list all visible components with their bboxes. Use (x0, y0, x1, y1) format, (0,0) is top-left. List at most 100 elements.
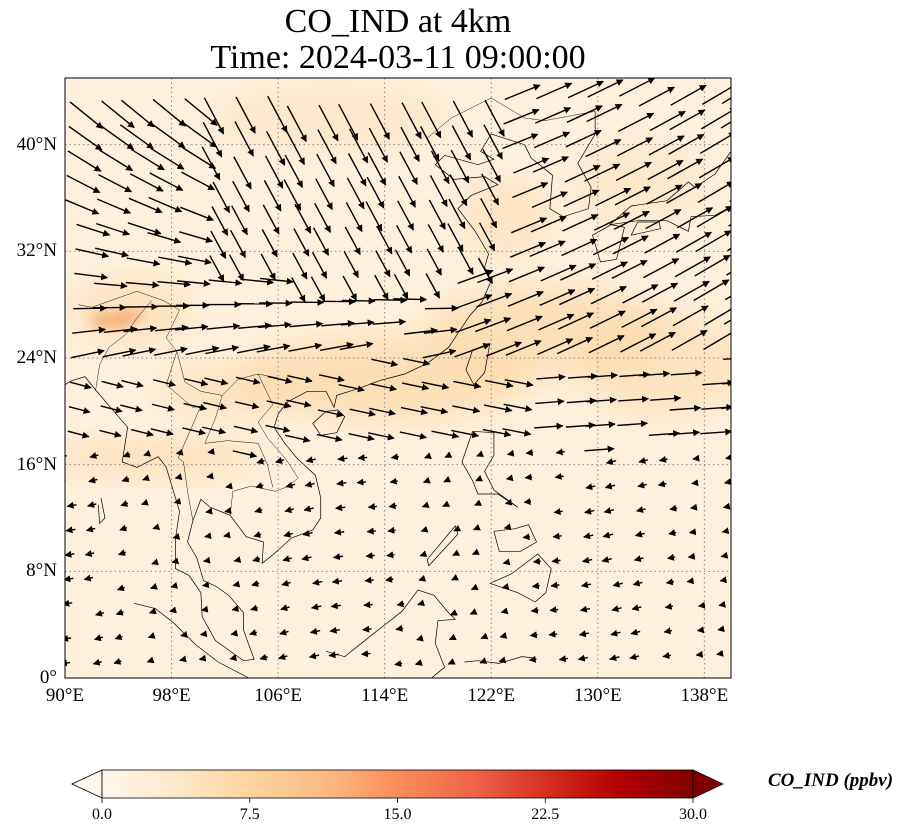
wind-arrow (72, 326, 106, 334)
wind-arrow (584, 163, 621, 182)
wind-arrow (338, 104, 359, 141)
wind-arrow (502, 428, 532, 437)
wind-arrow (152, 379, 177, 388)
wind-arrow (400, 406, 429, 416)
wind-arrow (444, 451, 453, 458)
wind-arrow (499, 631, 508, 639)
wind-arrow (702, 83, 731, 105)
wind-arrow (732, 431, 764, 433)
wind-arrow (314, 202, 331, 233)
wind-arrow (284, 506, 295, 513)
wind-arrow (584, 445, 615, 453)
wind-arrow (158, 256, 193, 266)
wind-arrow (147, 231, 182, 244)
wind-arrow (395, 224, 413, 254)
wind-arrow (95, 609, 105, 617)
wind-arrow (403, 357, 431, 367)
wind-arrow (400, 126, 420, 162)
wind-arrow (172, 532, 181, 540)
wind-arrow (640, 307, 678, 328)
wind-arrow (148, 196, 183, 213)
wind-arrow (178, 255, 212, 265)
wind-arrow (584, 507, 595, 515)
wind-arrow (618, 112, 655, 132)
wind-arrow (540, 264, 577, 282)
wind-arrow (551, 557, 561, 565)
wind-arrow (558, 655, 569, 663)
wind-arrow (303, 505, 314, 513)
wind-arrow (88, 476, 98, 484)
wind-arrow (476, 292, 513, 308)
wind-arrow (260, 253, 276, 281)
wind-arrow (363, 601, 373, 609)
wind-arrow (725, 453, 731, 461)
wind-arrow (716, 649, 724, 657)
wind-arrow (203, 401, 228, 411)
wind-arrow (479, 657, 488, 664)
wind-arrow (662, 651, 671, 659)
wind-arrow (556, 336, 594, 355)
wind-arrow (179, 231, 213, 244)
wind-arrow (175, 448, 184, 456)
wind-arrow (644, 233, 681, 254)
wind-arrow (375, 250, 391, 278)
wind-arrow (99, 149, 134, 172)
wind-arrow (317, 409, 344, 418)
wind-arrow (285, 434, 311, 443)
wind-vectors (65, 78, 764, 667)
wind-arrow (511, 217, 548, 234)
wind-arrow (454, 343, 491, 358)
wind-arrow (65, 634, 72, 642)
wind-arrow (668, 133, 705, 155)
wind-arrow (330, 602, 342, 610)
wind-arrow (120, 404, 143, 413)
wind-arrow (595, 187, 632, 207)
wind-arrow (250, 604, 259, 612)
wind-arrow (616, 137, 654, 157)
wind-arrow (337, 455, 348, 463)
wind-arrow (281, 579, 291, 587)
wind-arrow (75, 248, 110, 259)
wind-arrow (633, 555, 644, 562)
wind-arrow (318, 104, 339, 142)
colorbar-gradient (101, 769, 694, 799)
wind-arrow (717, 625, 725, 633)
wind-arrow (371, 358, 399, 367)
wind-arrow (530, 606, 539, 614)
wind-arrow (141, 498, 149, 506)
lon-tick-label: 90°E (45, 685, 85, 706)
wind-arrow (301, 554, 312, 562)
wind-arrow (169, 606, 177, 614)
wind-arrow (533, 131, 571, 149)
lon-tick-label: 106°E (254, 685, 302, 706)
colorbar-label: CO_IND (ppbv) (768, 770, 894, 791)
wind-arrow (321, 320, 355, 328)
wind-arrow (667, 158, 704, 180)
wind-arrow (531, 582, 540, 590)
wind-arrow (98, 173, 133, 193)
wind-arrow (335, 504, 346, 512)
wind-arrow (482, 428, 512, 438)
wind-arrow (456, 293, 493, 309)
wind-arrow (504, 498, 513, 506)
wind-arrow (723, 319, 731, 325)
wind-arrow (696, 205, 731, 228)
wind-arrow (422, 348, 457, 359)
wind-arrow (505, 474, 514, 482)
wind-arrow (316, 153, 335, 188)
wind-arrow (636, 506, 646, 513)
wind-arrow (503, 523, 512, 531)
wind-arrow (428, 199, 446, 230)
wind-arrow (368, 432, 395, 441)
wind-arrow (451, 573, 459, 581)
wind-arrow (687, 552, 696, 560)
wind-arrow (451, 429, 480, 439)
wind-arrow (312, 227, 330, 256)
wind-arrow (614, 186, 651, 206)
wind-arrow (485, 341, 523, 357)
wind-arrow (286, 399, 312, 408)
wind-arrow (523, 498, 532, 506)
wind-arrow (184, 98, 218, 126)
wind-arrow (421, 381, 450, 390)
